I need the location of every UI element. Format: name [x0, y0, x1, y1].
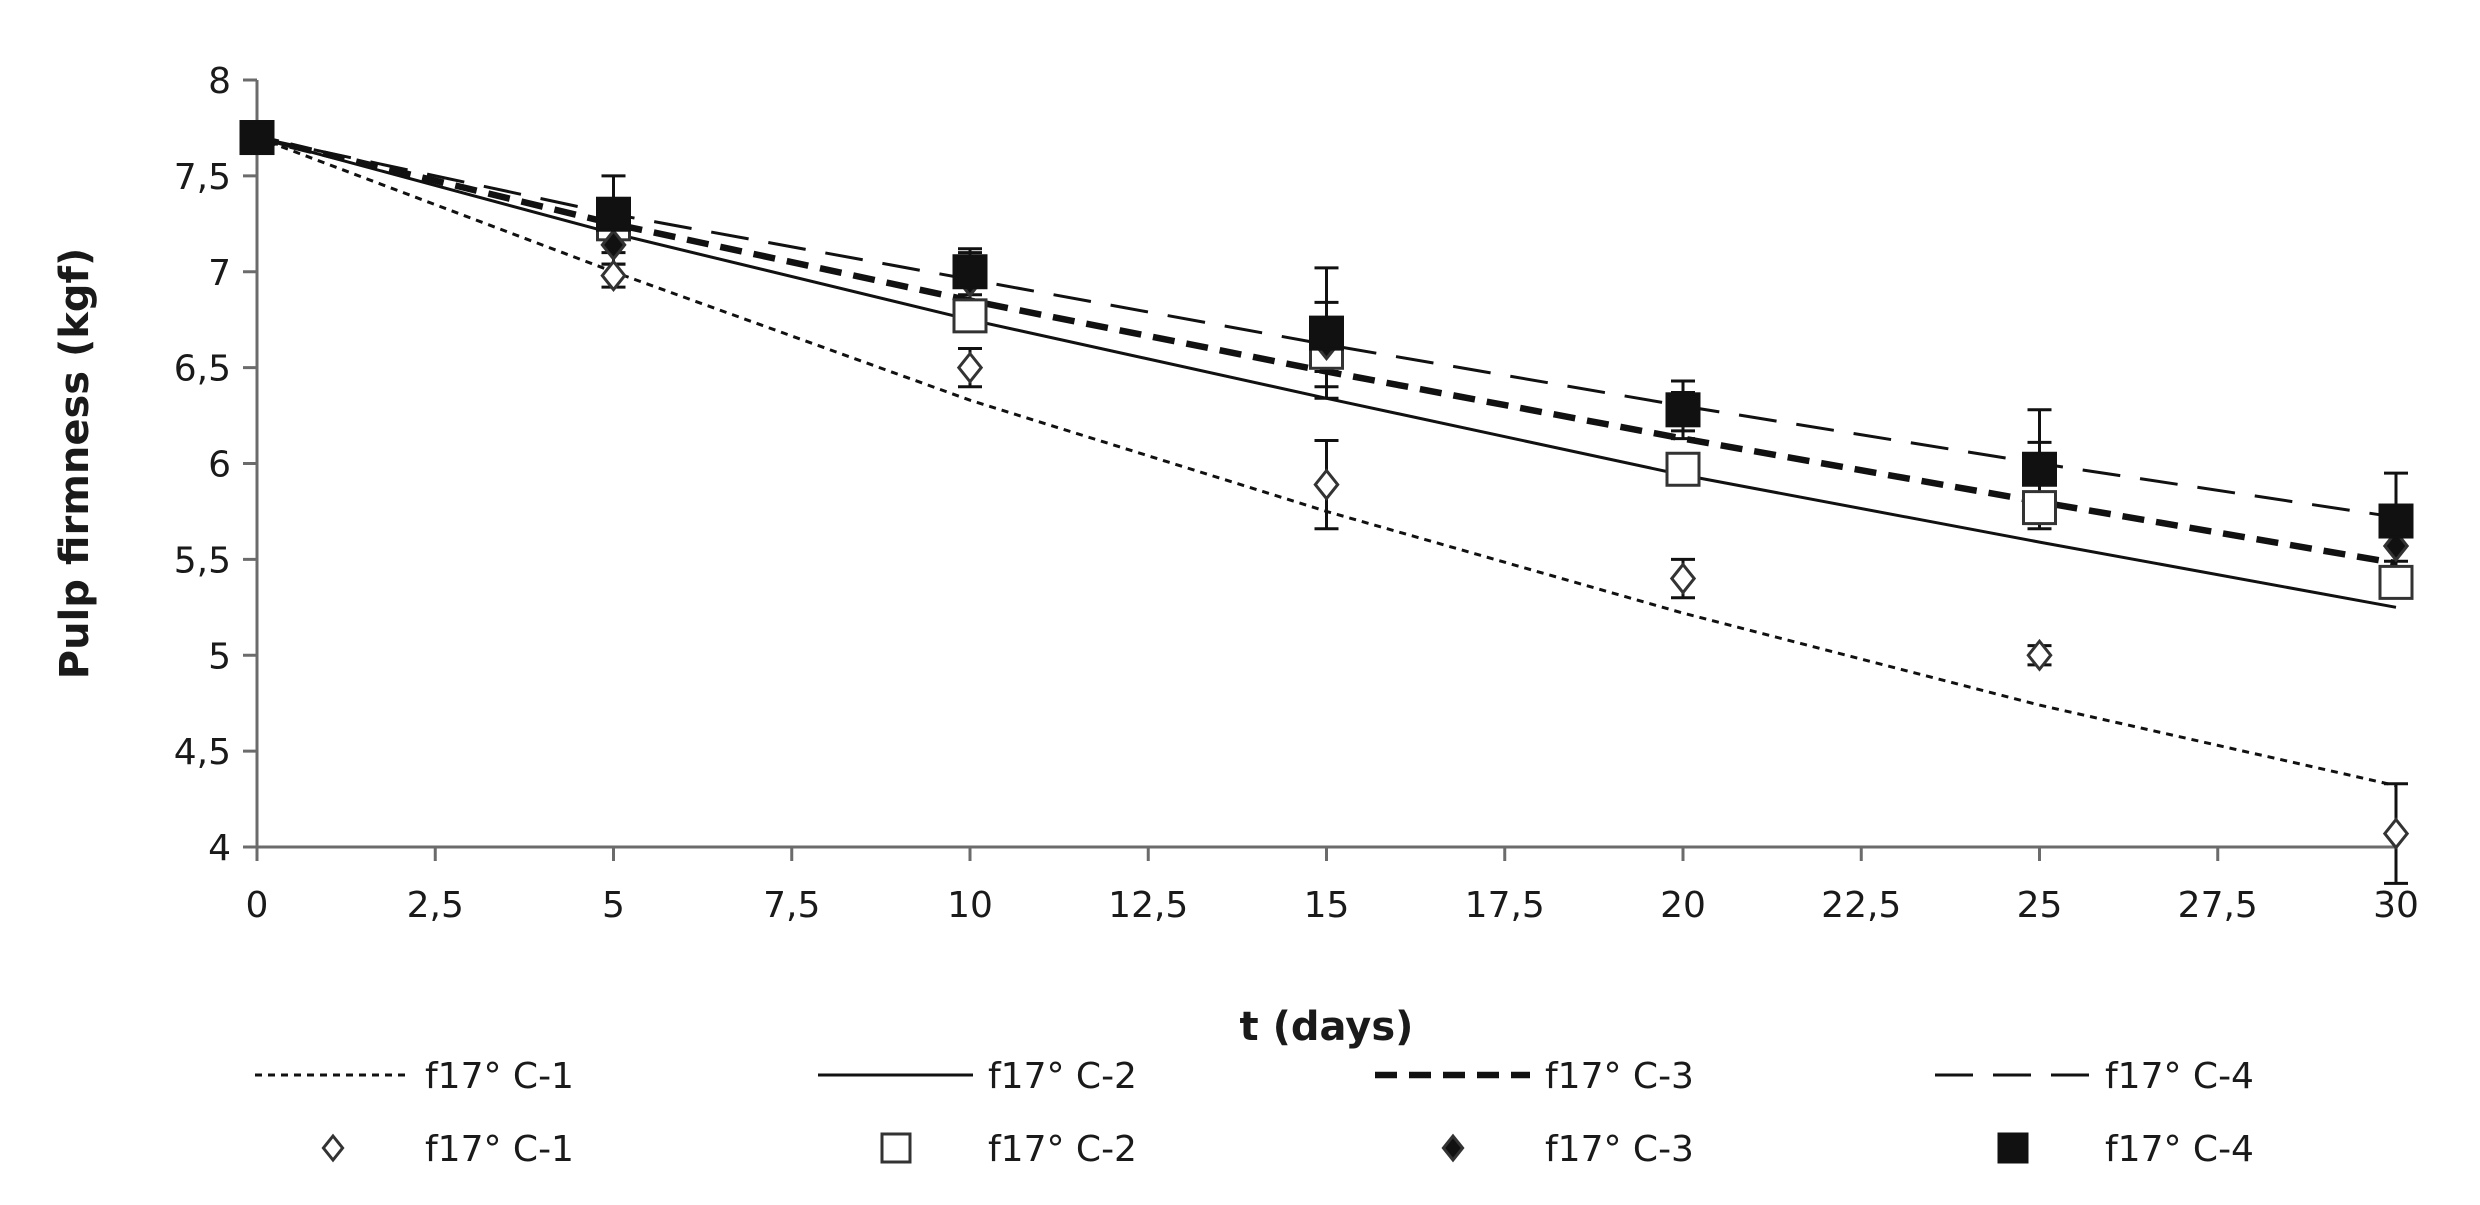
legend-line-label: f17° C-1: [425, 1056, 574, 1097]
legend-marker-label: f17° C-2: [988, 1129, 1137, 1170]
legend-marker-label: f17° C-3: [1545, 1129, 1694, 1170]
legend-marker-swatch: [880, 1132, 912, 1164]
legend-marker-swatch: [1441, 1133, 1465, 1163]
x-tick-label: 27,5: [2178, 885, 2258, 926]
y-tick-label: 5,5: [174, 540, 231, 581]
x-tick-label: 12,5: [1108, 885, 1188, 926]
axes: 4 4,5 5 5,5 6 6,5 7 7,5 8 0 2,5 5 7,5 10 12,5 15 17,5 20 2…: [174, 61, 2419, 926]
marker: [596, 196, 631, 232]
marker: [1997, 1132, 2029, 1164]
legend-marker-swatch: [1997, 1132, 2029, 1164]
y-tick-label: 5: [208, 636, 231, 677]
x-tick-label: 25: [2017, 885, 2063, 926]
legend-line-label: f17° C-4: [2105, 1056, 2254, 1097]
marker: [1669, 562, 1697, 595]
marker: [2382, 817, 2410, 850]
error-bars: [245, 130, 2408, 885]
marker: [600, 259, 627, 292]
x-tick-label: 20: [1660, 885, 1706, 926]
data-points-series-1: [243, 121, 2410, 850]
y-tick-label: 6: [208, 445, 231, 486]
marker: [2378, 503, 2414, 539]
marker: [2378, 564, 2414, 600]
x-axis-title: t (days): [1240, 1004, 1414, 1050]
marker: [2022, 451, 2057, 487]
x-tick-label: 10: [947, 885, 993, 926]
x-tick-label: 5: [602, 885, 625, 926]
legend-line-label: f17° C-2: [988, 1056, 1137, 1097]
y-tick-label: 4: [208, 828, 231, 869]
marker: [1309, 315, 1344, 351]
legend: f17° C-1 f17° C-1 f17° C-2 f17° C-2 f17° C-3…: [255, 1056, 2254, 1170]
marker: [956, 351, 984, 385]
legend-line-label: f17° C-3: [1545, 1056, 1694, 1097]
y-tick-label: 6,5: [174, 349, 231, 390]
marker: [2022, 490, 2057, 526]
marker: [1313, 468, 1340, 501]
x-tick-label: 22,5: [1821, 885, 1901, 926]
legend-marker-label: f17° C-4: [2105, 1129, 2254, 1170]
marker: [321, 1133, 345, 1163]
x-tick-label: 2,5: [407, 885, 464, 926]
marker: [1441, 1133, 1465, 1163]
marker: [1665, 392, 1701, 428]
marker: [2026, 638, 2053, 672]
y-tick-label: 7,5: [174, 157, 231, 198]
marker: [239, 120, 275, 156]
x-tick-label: 30: [2373, 885, 2419, 926]
y-tick-label: 8: [208, 61, 231, 102]
marker: [880, 1132, 912, 1164]
markers: [239, 120, 2414, 850]
marker: [952, 254, 988, 290]
marker: [2382, 529, 2410, 563]
marker: [1665, 451, 1701, 487]
marker: [952, 298, 988, 334]
x-tick-label: 17,5: [1465, 885, 1545, 926]
y-tick-label: 7: [208, 253, 231, 294]
y-axis-title: Pulp firmness (kgf): [52, 248, 98, 679]
x-tick-label: 0: [246, 885, 269, 926]
y-tick-label: 4,5: [174, 732, 231, 773]
x-tick-label: 15: [1304, 885, 1350, 926]
marker: [600, 228, 627, 262]
legend-marker-swatch: [321, 1133, 345, 1163]
legend-marker-label: f17° C-1: [425, 1129, 574, 1170]
data-points-series-4: [239, 120, 2414, 539]
x-tick-label: 7,5: [763, 885, 820, 926]
